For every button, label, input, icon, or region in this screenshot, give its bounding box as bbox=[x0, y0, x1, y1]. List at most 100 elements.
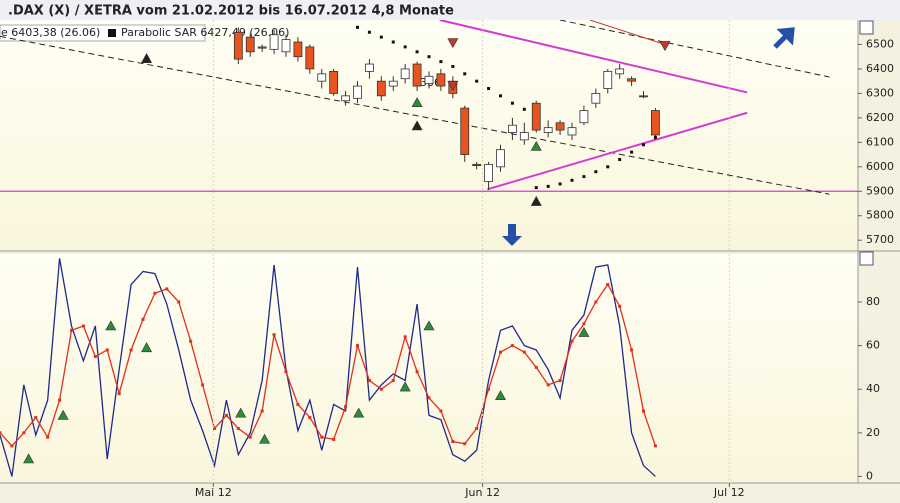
series-dot bbox=[10, 444, 14, 448]
x-tick-label: Mai 12 bbox=[195, 486, 232, 499]
series-dot bbox=[356, 344, 359, 348]
sar-dot bbox=[653, 135, 657, 139]
series-line bbox=[0, 258, 656, 477]
candle-body bbox=[412, 63, 422, 87]
series-dot bbox=[308, 416, 312, 420]
sar-dot bbox=[510, 101, 514, 105]
sar-dot bbox=[487, 87, 491, 91]
series-dot bbox=[391, 378, 395, 382]
y-tick-label: 6000 bbox=[866, 160, 894, 173]
sar-dot bbox=[415, 50, 419, 54]
series-dot bbox=[129, 348, 133, 352]
candle-body bbox=[496, 149, 505, 168]
series-dot bbox=[260, 409, 264, 413]
candle-body bbox=[651, 110, 660, 136]
series-dot bbox=[403, 335, 407, 339]
sar-dot bbox=[451, 64, 455, 68]
y-tick-label: 6300 bbox=[866, 86, 894, 99]
price-plot bbox=[0, 20, 858, 206]
sar-dot bbox=[427, 55, 431, 59]
candle-body bbox=[460, 107, 470, 155]
candle-body bbox=[281, 39, 291, 53]
candle-body bbox=[508, 124, 517, 133]
sar-dot bbox=[534, 186, 538, 190]
legend-entry: Parabolic SAR 6427,49 (26.06) bbox=[121, 26, 289, 39]
sar-dot bbox=[475, 79, 479, 83]
signal-marker bbox=[447, 81, 459, 91]
trendline bbox=[0, 35, 830, 195]
trendline bbox=[439, 20, 748, 94]
series-dot bbox=[415, 370, 419, 374]
series-dot bbox=[463, 442, 467, 446]
series-dot bbox=[284, 370, 288, 374]
sar-dot bbox=[522, 107, 526, 111]
sar-dot bbox=[606, 165, 610, 169]
candle-body bbox=[472, 163, 482, 166]
series-dot bbox=[451, 440, 455, 444]
y-tick-label: 5800 bbox=[866, 209, 894, 222]
series-dot bbox=[379, 387, 383, 391]
axes: 5700 5800 5900 6000 6100 6200 6300 6400 6500 0 20 4… bbox=[195, 20, 894, 499]
series-dot bbox=[606, 283, 610, 287]
candle-body bbox=[353, 85, 362, 99]
sar-dot bbox=[546, 184, 550, 188]
signal-marker bbox=[530, 140, 542, 151]
signal-marker bbox=[141, 53, 153, 63]
series-dot bbox=[224, 413, 228, 417]
series-dot bbox=[522, 350, 526, 354]
candle-body bbox=[376, 80, 386, 97]
signal-marker bbox=[57, 409, 69, 420]
legend-entry: e 6403,38 (26.06) bbox=[1, 26, 100, 39]
y-tick-label: 40 bbox=[866, 382, 880, 395]
signal-marker bbox=[399, 381, 411, 392]
candle-body bbox=[519, 132, 529, 141]
oscillator-plot bbox=[0, 258, 657, 477]
series-dot bbox=[320, 435, 324, 439]
title-bar bbox=[0, 0, 900, 20]
candle-body bbox=[555, 122, 565, 131]
price-panel bbox=[0, 20, 858, 250]
sar-dot bbox=[582, 175, 586, 179]
y-tick-label: 60 bbox=[866, 339, 880, 352]
series-dot bbox=[70, 328, 73, 332]
signal-marker bbox=[411, 120, 423, 131]
x-tick-label: Jul 12 bbox=[713, 486, 745, 499]
series-dot bbox=[642, 409, 645, 413]
signal-marker bbox=[353, 407, 365, 418]
series-dot bbox=[570, 339, 574, 343]
series-dot bbox=[46, 435, 50, 439]
candle-body bbox=[365, 63, 374, 72]
sar-dot bbox=[594, 170, 598, 174]
y-tick-label: 0 bbox=[866, 469, 873, 482]
sar-dot bbox=[391, 40, 395, 44]
legend-box bbox=[0, 24, 206, 42]
series-dot bbox=[594, 300, 598, 304]
signal-marker bbox=[494, 390, 507, 401]
candle-body bbox=[639, 95, 648, 98]
arrow-icon bbox=[502, 224, 522, 246]
y-tick-label: 6200 bbox=[866, 111, 894, 124]
series-dot bbox=[367, 378, 371, 382]
candle-body bbox=[424, 75, 434, 85]
sar-dot bbox=[439, 60, 443, 64]
chart-title: .DAX (X) / XETRA vom 21.02.2012 bis 16.0… bbox=[8, 4, 454, 19]
y-tick-label: 6100 bbox=[866, 135, 894, 148]
signal-marker bbox=[141, 342, 153, 353]
y-tick-label: 5700 bbox=[866, 233, 894, 246]
series-dot bbox=[487, 387, 491, 391]
series-dot bbox=[105, 348, 109, 352]
oscillator-panel bbox=[0, 254, 858, 483]
panel-menu[interactable] bbox=[859, 251, 874, 266]
sar-dot bbox=[463, 72, 467, 76]
panel-menu[interactable] bbox=[859, 20, 874, 35]
series-dot bbox=[630, 348, 634, 352]
series-dot bbox=[546, 383, 550, 387]
series-dot bbox=[475, 426, 479, 430]
sar-dot bbox=[558, 182, 562, 186]
sar-dot bbox=[630, 150, 634, 154]
candle-body bbox=[400, 68, 410, 80]
trendline bbox=[589, 20, 666, 45]
sar-dot bbox=[618, 157, 622, 161]
y-tick-label: 5900 bbox=[866, 184, 894, 197]
candle-body bbox=[388, 80, 398, 87]
